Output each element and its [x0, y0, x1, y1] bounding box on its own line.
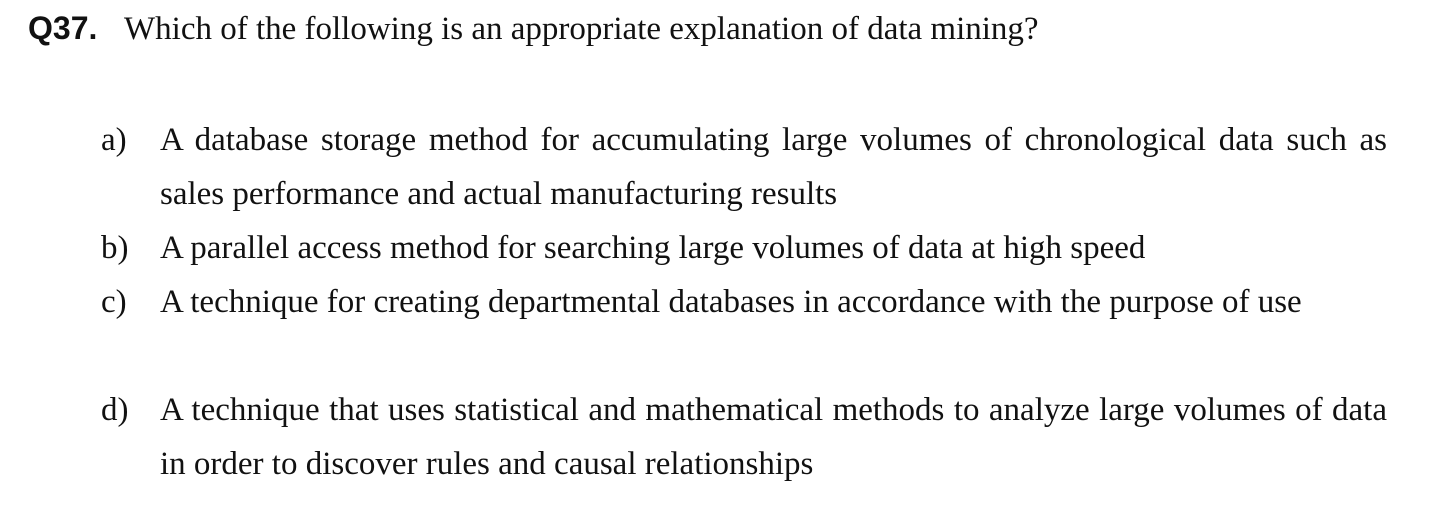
option-b-letter: b)	[101, 230, 129, 266]
option-d-letter: d)	[101, 392, 129, 428]
option-a-letter: a)	[101, 122, 127, 158]
option-b-text: A parallel access method for searching l…	[160, 230, 1146, 266]
option-a-text: A database storage method for accumulati…	[160, 122, 1387, 212]
question-number: Q37.	[28, 10, 98, 46]
option-c-letter: c)	[101, 284, 127, 320]
option-d-text: A technique that uses statistical and ma…	[160, 392, 1387, 482]
option-c-text: A technique for creating departmental da…	[160, 284, 1302, 320]
question-header: Q37. Which of the following is an appropr…	[28, 10, 1428, 48]
question-text: Which of the following is an appropriate…	[124, 11, 1039, 47]
